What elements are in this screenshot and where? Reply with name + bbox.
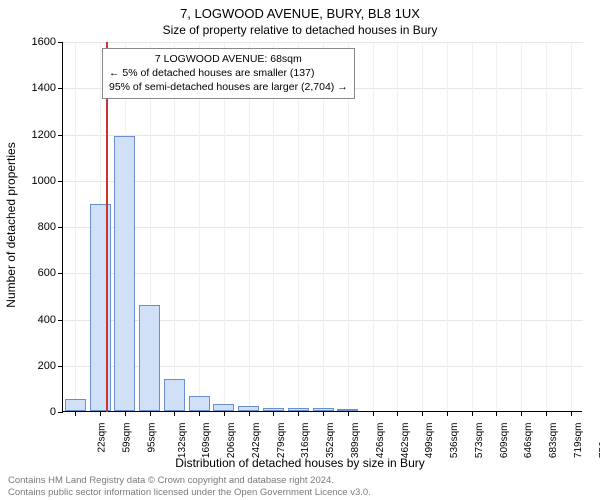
footer-line-2: Contains public sector information licen… [8,487,371,498]
y-tick [58,88,63,89]
x-tick-label: 462sqm [400,423,411,459]
x-tick [422,411,423,416]
y-tick [58,227,63,228]
x-tick-label: 719sqm [573,423,584,459]
gridline-v [75,42,76,412]
y-tick [58,273,63,274]
x-tick-label: 242sqm [251,423,262,459]
gridline-v [472,42,473,412]
x-tick [373,411,374,416]
x-tick-label: 206sqm [226,423,237,459]
x-tick [273,411,274,416]
histogram-bar [139,305,160,411]
x-tick [397,411,398,416]
annotation-box: 7 LOGWOOD AVENUE: 68sqm ← 5% of detached… [102,48,355,99]
y-tick-label: 0 [0,406,56,418]
x-tick [249,411,250,416]
x-tick-label: 609sqm [499,423,510,459]
x-tick-label: 95sqm [146,423,157,453]
histogram-bar [164,379,185,411]
x-tick [348,411,349,416]
y-tick-label: 800 [0,221,56,233]
x-tick-label: 389sqm [350,423,361,459]
x-tick-label: 59sqm [122,423,133,453]
chart-title-main: 7, LOGWOOD AVENUE, BURY, BL8 1UX [0,0,600,21]
chart-title-sub: Size of property relative to detached ho… [0,21,600,37]
x-tick [571,411,572,416]
x-tick [496,411,497,416]
histogram-bar [65,399,86,411]
histogram-bar [114,136,135,411]
chart-plot-area: 22sqm59sqm95sqm132sqm169sqm206sqm242sqm2… [62,42,582,412]
x-tick-label: 646sqm [523,423,534,459]
x-tick-label: 132sqm [177,423,188,459]
x-tick [447,411,448,416]
y-tick [58,42,63,43]
gridline-v [496,42,497,412]
y-tick [58,181,63,182]
y-tick-label: 200 [0,360,56,372]
gridline-v [397,42,398,412]
y-tick-label: 1200 [0,129,56,141]
gridline-v [447,42,448,412]
footer-line-1: Contains HM Land Registry data © Crown c… [8,475,371,486]
x-tick [100,411,101,416]
x-tick-label: 22sqm [97,423,108,453]
y-tick [58,135,63,136]
x-tick [125,411,126,416]
gridline-v [373,42,374,412]
y-tick-label: 400 [0,314,56,326]
x-tick [174,411,175,416]
x-tick-label: 169sqm [202,423,213,459]
x-tick-label: 279sqm [276,423,287,459]
x-axis-label: Distribution of detached houses by size … [0,456,600,470]
x-tick-label: 352sqm [325,423,336,459]
x-tick [199,411,200,416]
histogram-bar [189,396,210,411]
x-tick [224,411,225,416]
annotation-line-3: 95% of semi-detached houses are larger (… [109,80,348,94]
x-tick-label: 316sqm [301,423,312,459]
x-tick-label: 573sqm [474,423,485,459]
x-tick-label: 536sqm [449,423,460,459]
x-tick [298,411,299,416]
y-tick-label: 1400 [0,82,56,94]
x-tick [546,411,547,416]
gridline-v [422,42,423,412]
y-tick-label: 1000 [0,175,56,187]
histogram-bar [213,404,234,411]
gridline-v [546,42,547,412]
y-tick [58,412,63,413]
gridline-v [521,42,522,412]
y-tick [58,320,63,321]
x-tick [521,411,522,416]
x-tick [150,411,151,416]
x-tick [75,411,76,416]
x-tick-label: 499sqm [424,423,435,459]
y-tick-label: 600 [0,267,56,279]
x-tick [323,411,324,416]
gridline-v [571,42,572,412]
y-tick [58,366,63,367]
x-tick [472,411,473,416]
x-tick-label: 683sqm [548,423,559,459]
annotation-line-2: ← 5% of detached houses are smaller (137… [109,66,348,80]
x-tick-label: 426sqm [375,423,386,459]
annotation-line-1: 7 LOGWOOD AVENUE: 68sqm [109,52,348,66]
footer-attribution: Contains HM Land Registry data © Crown c… [8,475,371,498]
y-tick-label: 1600 [0,36,56,48]
